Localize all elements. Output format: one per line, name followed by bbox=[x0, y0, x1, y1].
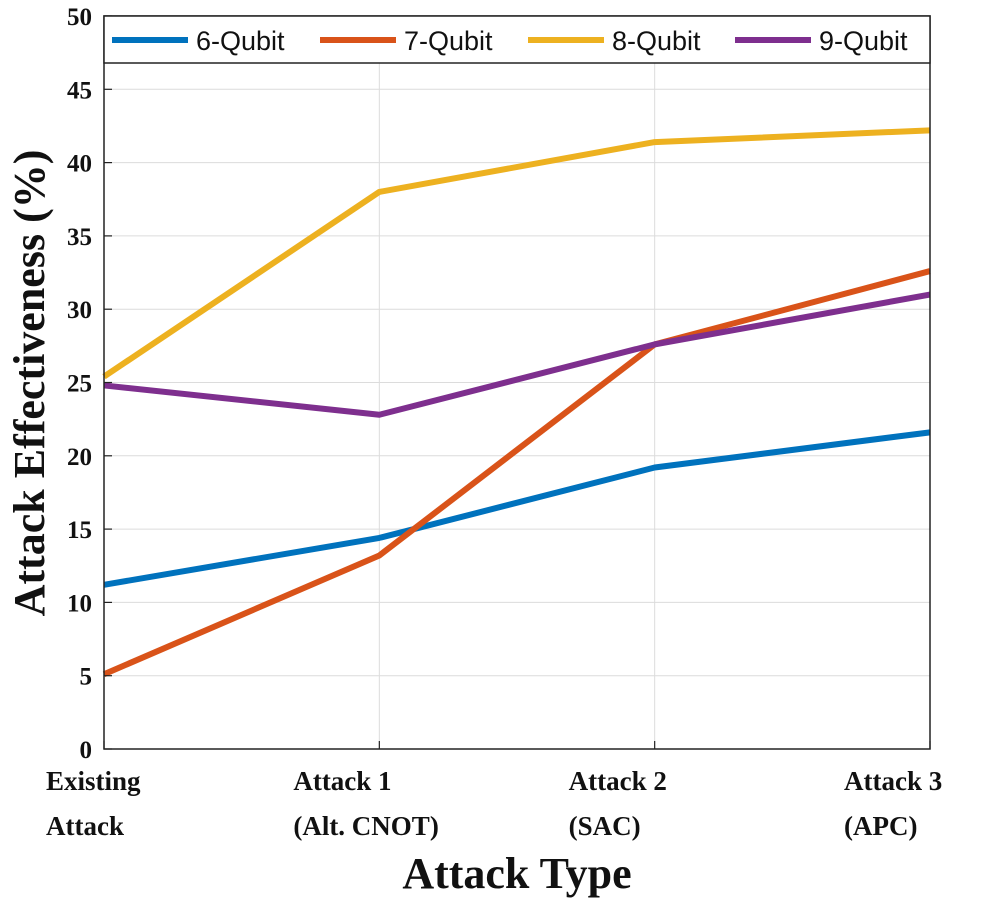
legend-label: 9-Qubit bbox=[819, 26, 908, 56]
x-tick-label: Attack 3 bbox=[844, 766, 942, 796]
x-axis-title: Attack Type bbox=[402, 849, 631, 898]
y-tick-label: 30 bbox=[67, 297, 92, 324]
series-lines bbox=[102, 127, 931, 677]
y-tick-label: 25 bbox=[67, 371, 92, 398]
x-tick-label: (Alt. CNOT) bbox=[293, 811, 438, 841]
legend-label: 7-Qubit bbox=[404, 26, 493, 56]
legend: 6-Qubit 7-Qubit 8-Qubit 9-Qubit bbox=[103, 15, 931, 64]
y-tick-label: 10 bbox=[67, 590, 92, 617]
x-tick-label: Existing bbox=[46, 766, 141, 796]
x-tick-label: (SAC) bbox=[569, 811, 641, 841]
series-line-9-qubit bbox=[103, 291, 931, 418]
y-axis-title: Attack Effectiveness (%) bbox=[5, 150, 54, 617]
y-tick-label: 40 bbox=[67, 151, 92, 178]
x-tick-label: (APC) bbox=[844, 811, 917, 841]
series-line-8-qubit bbox=[102, 127, 931, 380]
series-line-6-qubit bbox=[103, 429, 931, 588]
legend-label: 8-Qubit bbox=[612, 26, 701, 56]
y-tick-label: 35 bbox=[67, 224, 92, 251]
y-tick-label: 0 bbox=[80, 737, 93, 764]
y-tick-label: 15 bbox=[67, 517, 92, 544]
legend-label: 6-Qubit bbox=[196, 26, 285, 56]
y-tick-label: 20 bbox=[67, 444, 92, 471]
y-axis-ticks: 0 5 10 15 20 25 30 35 40 45 50 bbox=[67, 4, 112, 764]
y-tick-label: 45 bbox=[67, 77, 92, 104]
series-line-7-qubit bbox=[102, 268, 931, 677]
x-tick-label: Attack bbox=[46, 811, 124, 841]
x-tick-label: Attack 1 bbox=[293, 766, 391, 796]
x-axis-ticks: Existing Attack Attack 1 (Alt. CNOT) Attack … bbox=[46, 741, 942, 841]
y-tick-label: 50 bbox=[67, 4, 92, 31]
x-tick-label: Attack 2 bbox=[569, 766, 667, 796]
y-tick-label: 5 bbox=[80, 664, 93, 691]
